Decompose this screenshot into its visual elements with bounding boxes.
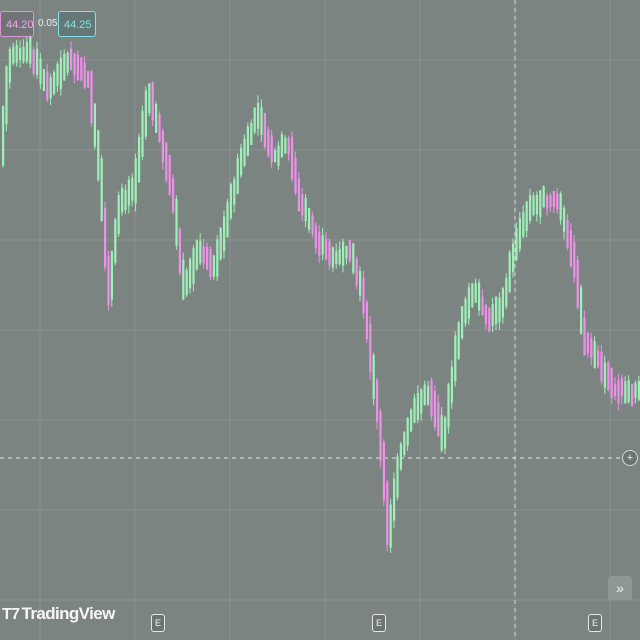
earnings-event-marker[interactable]: E <box>588 614 602 632</box>
tradingview-logo-mark: T7 <box>2 606 20 623</box>
ask-price-button[interactable]: 44.25 <box>58 11 96 37</box>
bid-price-button[interactable]: 44.20 <box>0 11 34 37</box>
spread-value: 0.05 <box>38 18 58 29</box>
candlestick-series <box>2 34 640 554</box>
tradingview-logo[interactable]: T7 TradingView <box>2 603 115 625</box>
earnings-event-marker[interactable]: E <box>151 614 165 632</box>
double-chevron-right-icon: » <box>616 580 624 596</box>
earnings-event-marker[interactable]: E <box>372 614 386 632</box>
crosshair-plus-icon[interactable]: + <box>622 450 638 466</box>
tradingview-logo-text: TradingView <box>21 604 115 623</box>
scroll-to-realtime-button[interactable]: » <box>608 576 632 600</box>
